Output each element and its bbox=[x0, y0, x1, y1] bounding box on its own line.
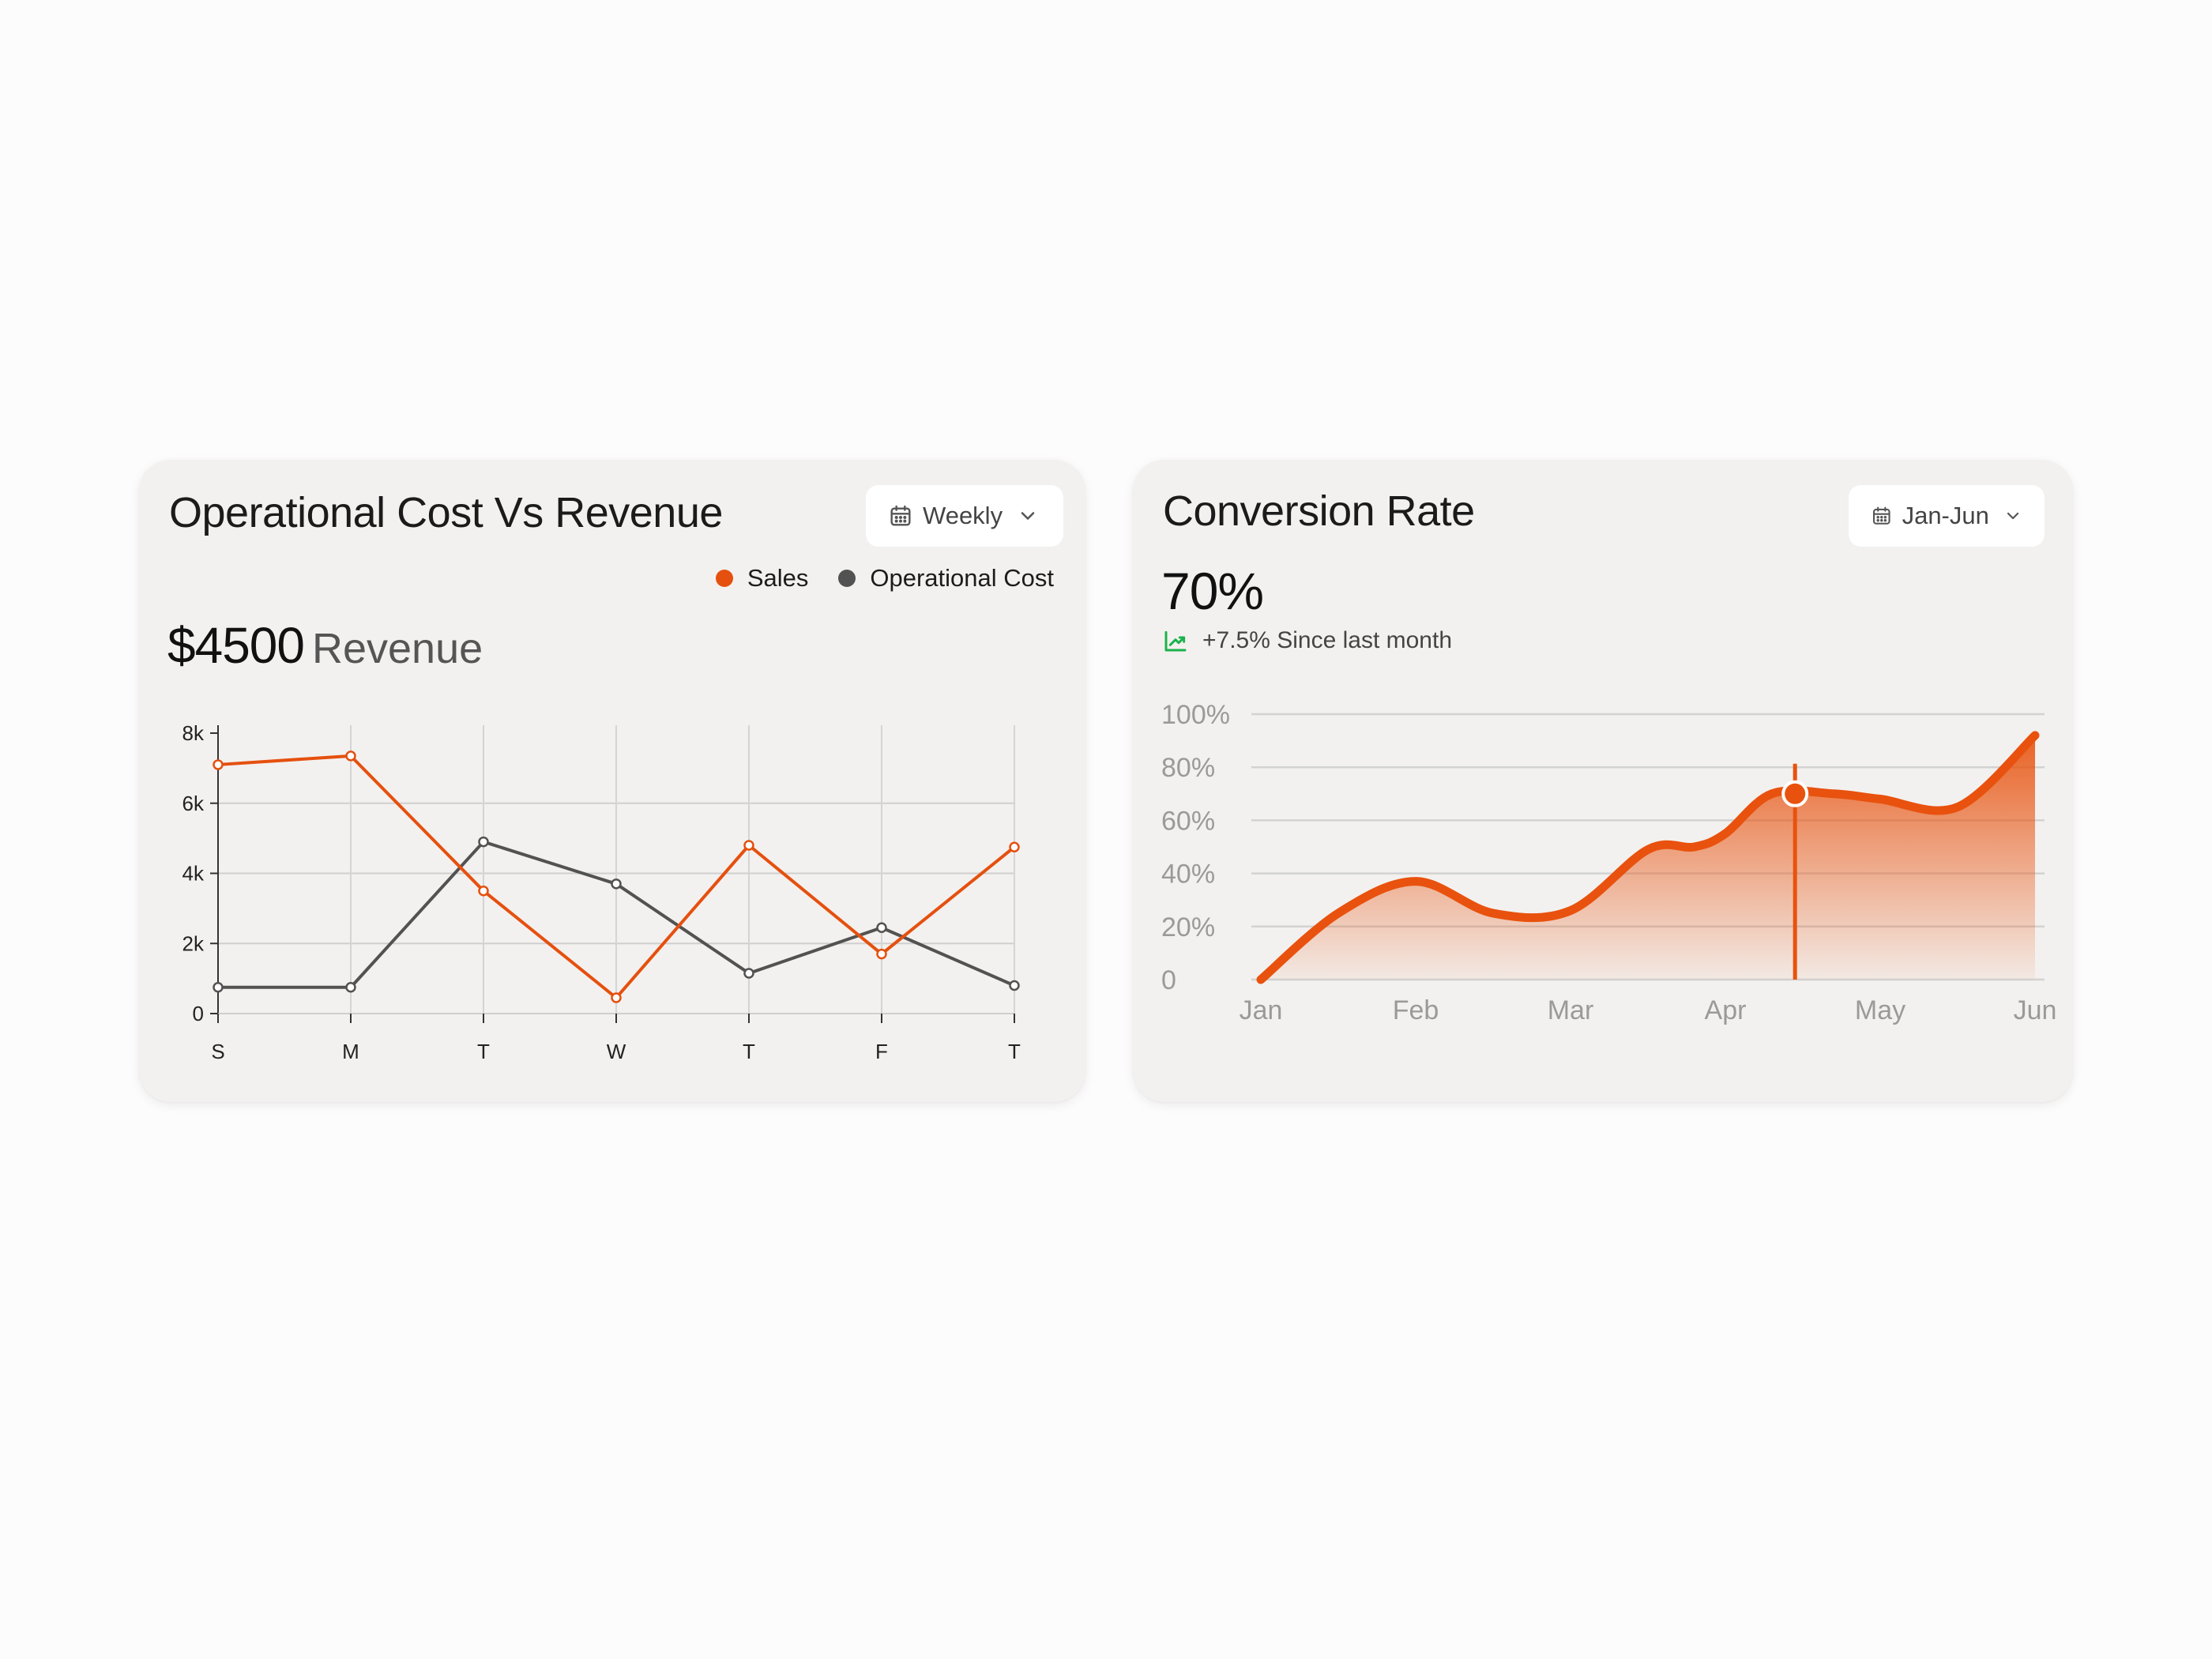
y-tick-label: 60% bbox=[1161, 806, 1215, 836]
period-dropdown[interactable]: Weekly bbox=[866, 485, 1063, 547]
conversion-rate-card: Conversion Rate Jan-Jun 70% +7.5% Since … bbox=[1133, 460, 2073, 1102]
calendar-icon bbox=[1872, 506, 1890, 525]
legend-item-sales: Sales bbox=[715, 564, 809, 592]
conversion-value: 70% bbox=[1161, 562, 1264, 620]
x-tick-label: May bbox=[1855, 995, 1905, 1025]
operational-cost-point bbox=[213, 981, 224, 993]
highlight-point bbox=[1781, 780, 1809, 807]
legend-swatch-sales bbox=[715, 570, 733, 587]
period-label: Jan-Jun bbox=[1902, 502, 1989, 529]
revenue-label: Revenue bbox=[311, 625, 483, 672]
x-tick-label: Mar bbox=[1548, 995, 1594, 1025]
calendar-icon bbox=[890, 505, 911, 526]
x-tick-label: T bbox=[1008, 1040, 1021, 1063]
x-tick-label: T bbox=[743, 1040, 755, 1063]
x-tick-label: W bbox=[607, 1040, 626, 1063]
y-tick-label: 40% bbox=[1161, 860, 1215, 890]
sales-point bbox=[743, 840, 754, 851]
trend-up-icon bbox=[1164, 630, 1187, 652]
period-dropdown[interactable]: Jan-Jun bbox=[1849, 485, 2045, 547]
card-title: Operational Cost Vs Revenue bbox=[169, 489, 723, 536]
y-tick-label: 8k bbox=[182, 721, 205, 745]
x-tick-label: M bbox=[342, 1040, 359, 1063]
sales-point bbox=[345, 750, 356, 762]
x-tick-label: Apr bbox=[1705, 995, 1747, 1025]
sales-point bbox=[1009, 841, 1020, 852]
legend-label: Operational Cost bbox=[870, 564, 1054, 592]
sales-point bbox=[213, 759, 224, 770]
chevron-down-icon bbox=[2007, 512, 2019, 520]
conversion-line bbox=[1256, 731, 2040, 984]
x-tick-label: Jan bbox=[1240, 995, 1283, 1025]
period-label: Weekly bbox=[923, 502, 1003, 529]
operational-cost-chart: 0 2k 4k 6k 8k S M T W T F T bbox=[182, 721, 1021, 1063]
sales-point bbox=[478, 885, 489, 897]
operational-cost-point bbox=[876, 922, 887, 934]
legend-swatch-operational-cost bbox=[838, 570, 856, 587]
operational-cost-point bbox=[1009, 980, 1020, 991]
x-tick-label: T bbox=[477, 1040, 490, 1063]
x-tick-label: Jun bbox=[2014, 995, 2057, 1025]
delta-text: +7.5% Since last month bbox=[1202, 627, 1453, 653]
chevron-down-icon bbox=[1021, 512, 1035, 520]
operational-cost-point bbox=[611, 878, 622, 890]
legend-item-operational-cost: Operational Cost bbox=[838, 564, 1054, 592]
y-tick-label: 100% bbox=[1161, 700, 1230, 730]
revenue-value: $4500 bbox=[167, 617, 305, 674]
operational-cost-card: Operational Cost Vs Revenue Weekly Sales… bbox=[139, 460, 1085, 1102]
y-tick-label: 2k bbox=[182, 931, 205, 955]
y-tick-label: 6k bbox=[182, 792, 205, 815]
y-tick-label: 0 bbox=[1161, 965, 1176, 995]
operational-cost-point bbox=[478, 836, 489, 848]
card-title: Conversion Rate bbox=[1163, 487, 1475, 535]
operational-cost-point bbox=[743, 968, 754, 979]
sales-point bbox=[611, 992, 622, 1003]
x-tick-label: S bbox=[211, 1040, 224, 1063]
y-tick-label: 4k bbox=[182, 862, 205, 886]
conversion-delta: +7.5% Since last month bbox=[1163, 627, 1452, 654]
conversion-rate-chart: 0 20% 40% 60% 80% 100% Jan Feb Mar Apr May Jun bbox=[1161, 700, 2057, 1025]
y-tick-label: 0 bbox=[193, 1002, 204, 1025]
y-tick-label: 80% bbox=[1161, 753, 1215, 783]
operational-cost-point bbox=[345, 981, 356, 993]
revenue-summary: $4500 Revenue bbox=[167, 616, 483, 675]
chart-legend: Sales Operational Cost bbox=[715, 564, 1054, 592]
sales-point bbox=[876, 948, 887, 960]
conversion-area bbox=[1261, 735, 2035, 980]
y-tick-label: 20% bbox=[1161, 912, 1215, 942]
x-tick-label: Feb bbox=[1393, 995, 1439, 1025]
legend-label: Sales bbox=[747, 564, 809, 592]
x-tick-label: F bbox=[875, 1040, 888, 1063]
